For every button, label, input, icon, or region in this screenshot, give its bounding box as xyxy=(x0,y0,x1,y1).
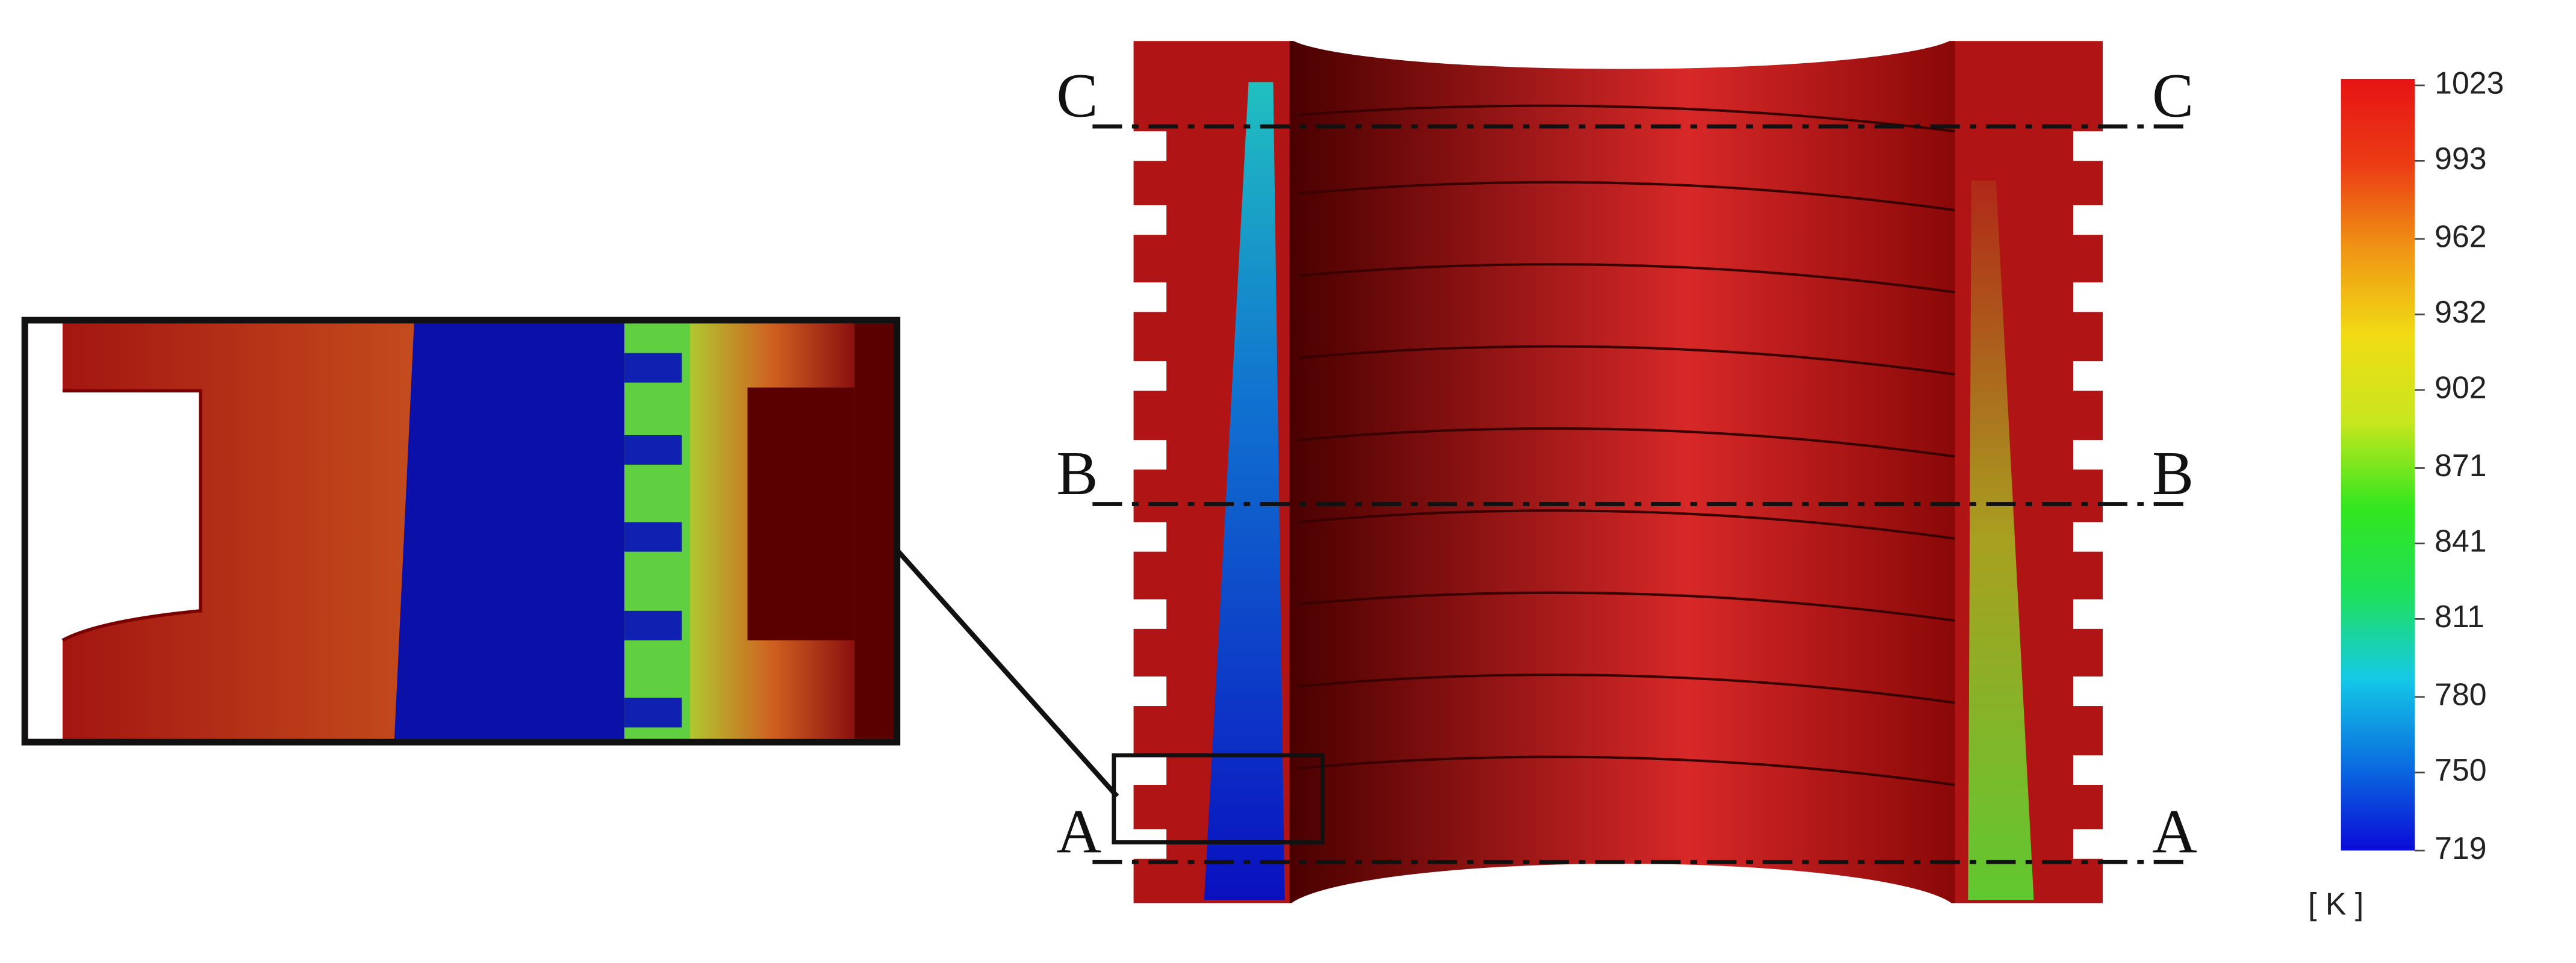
colorbar-tick-label: 750 xyxy=(2434,752,2486,787)
section-label: A xyxy=(1056,797,1101,866)
colorbar-tick-label: 1023 xyxy=(2434,66,2504,101)
bottom-cutout xyxy=(1284,863,1959,962)
top-cutout xyxy=(1284,0,1958,69)
section-label: C xyxy=(1056,62,1098,131)
colorbar-tick-label: 811 xyxy=(2434,599,2484,634)
inset-teeth-gaps xyxy=(624,353,682,728)
connector xyxy=(895,548,1119,798)
colorbar-tick-label: 841 xyxy=(2434,524,2486,559)
inset-block xyxy=(747,387,854,640)
colorbar-tick-label: 780 xyxy=(2434,677,2486,712)
colorbar-tick-label: 962 xyxy=(2434,219,2486,254)
section-label: B xyxy=(1056,439,1098,508)
colorbar-tick-label: 902 xyxy=(2434,370,2486,405)
colorbar-unit: [ K ] xyxy=(2308,887,2363,921)
fins xyxy=(1130,131,2110,859)
colorbar xyxy=(2341,78,2415,851)
inset-frame xyxy=(21,317,901,746)
left-wedge xyxy=(1204,82,1285,900)
inset xyxy=(21,317,901,746)
inset-edge xyxy=(61,389,202,642)
colorbar-tick-label: 932 xyxy=(2434,294,2486,329)
inset-strip xyxy=(854,323,897,739)
body xyxy=(1112,0,2110,962)
colorbar-tick-label: 993 xyxy=(2434,141,2486,176)
inset-cold-band xyxy=(394,323,624,739)
colorbar-tick-label: 719 xyxy=(2434,831,2486,865)
section-label: A xyxy=(2152,797,2197,866)
colorbar-tick-label: 871 xyxy=(2434,448,2486,483)
section-label: B xyxy=(2152,439,2194,508)
section-label: C xyxy=(2152,62,2194,131)
rings xyxy=(1298,104,1955,787)
right-wedge xyxy=(1968,181,2034,900)
zoom-box xyxy=(1112,753,1325,844)
cylinder xyxy=(1289,41,1955,903)
